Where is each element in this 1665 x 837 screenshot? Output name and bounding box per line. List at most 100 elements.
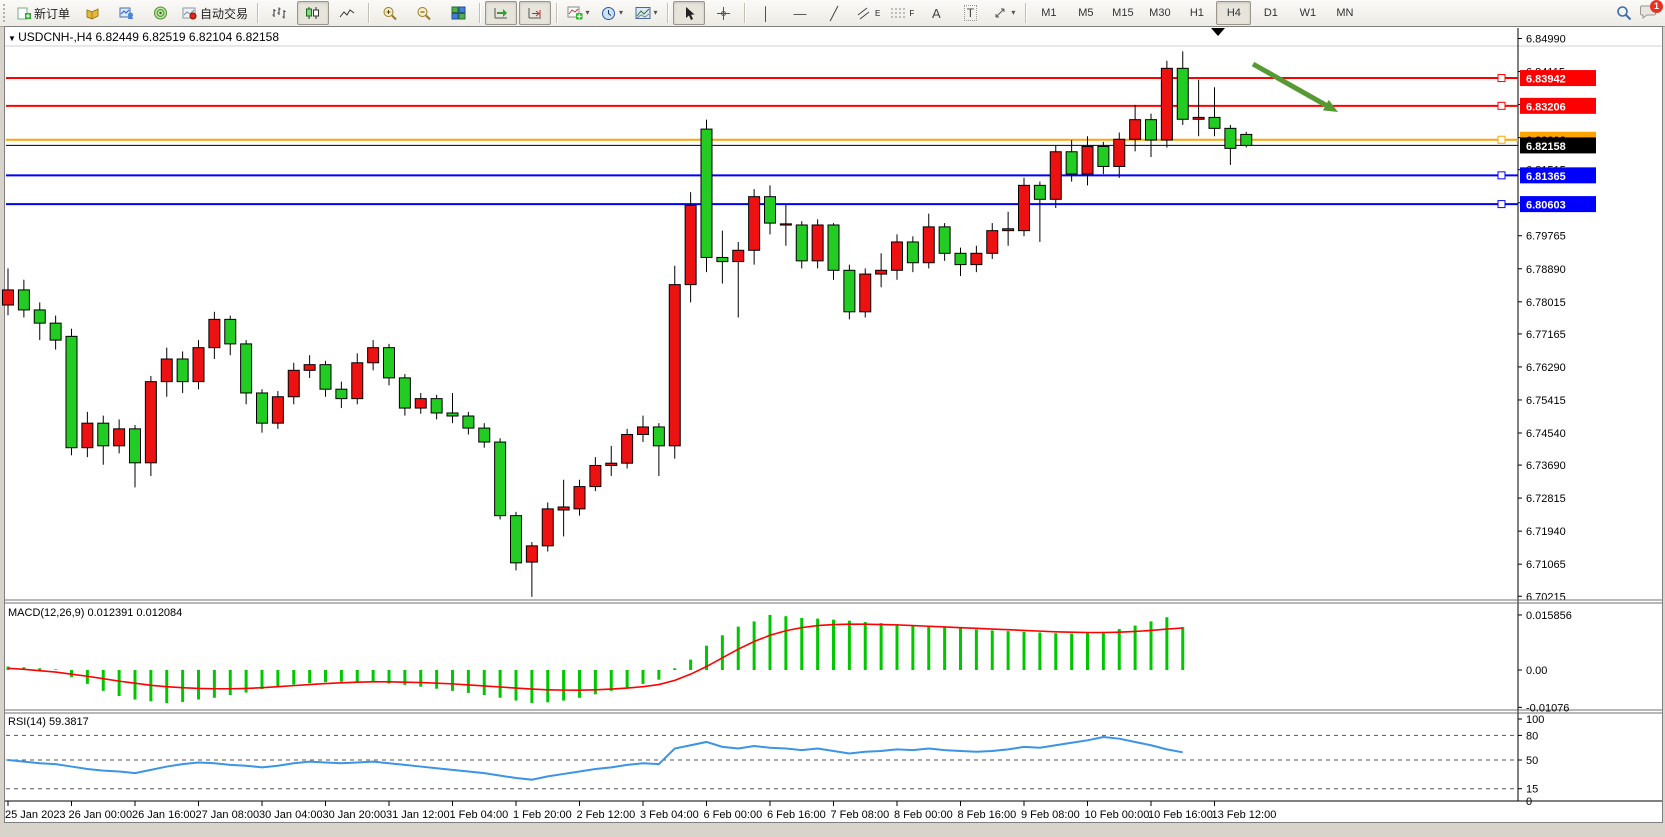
candle-body [113,428,126,447]
arrows-tool-icon [995,8,1005,18]
candle-body [843,269,856,313]
line-endpoint-handle[interactable] [1497,74,1506,83]
notification-badge: 1 [1650,0,1663,13]
bar-chart-button[interactable] [263,1,295,25]
line-endpoint-handle[interactable] [1497,135,1506,144]
text-tool-button[interactable]: A [920,1,952,25]
trend-arrow[interactable] [1251,61,1331,110]
timeframe-M30[interactable]: M30 [1149,7,1171,19]
chart-shift-icon [528,8,542,19]
line-chart-icon [339,9,355,18]
book-icon [86,8,99,20]
time-axis-label: 26 Jan 16:00 [132,809,196,821]
candle-body [1049,151,1062,200]
candle-body [779,223,792,226]
time-axis-label: 10 Feb 16:00 [1148,809,1213,821]
price-axis-label: 6.73690 [1526,460,1566,472]
tile-windows-button[interactable] [442,1,474,25]
symbol-dropdown-icon: ▼ [8,34,18,43]
auto-scroll-button[interactable] [485,1,518,25]
chart-title: ▼ USDCNH-,H4 6.82449 6.82519 6.82104 6.8… [8,30,279,44]
candle-body [795,224,808,262]
candle-body [462,415,475,429]
market-watch-button[interactable] [110,1,142,25]
chart-window-frame [4,26,1663,823]
price-axis-label: 6.76290 [1526,362,1566,374]
tile-windows-icon [451,6,466,20]
timeframe-H1[interactable]: H1 [1189,7,1204,19]
trendline-icon: ╱ [830,5,838,21]
equidistant-channel-button[interactable]: E [852,1,884,25]
timeframe-M15[interactable]: M15 [1112,7,1134,19]
time-axis-label: 2 Feb 12:00 [577,809,636,821]
timeframe-group: M1 M5 M15 M30 H1 H4 D1 W1 MN [1030,1,1363,25]
candle-body [1224,127,1237,149]
down-triangle-marker[interactable] [1211,28,1225,36]
text-tool-icon: A [932,5,941,21]
trendline-button[interactable]: ╱ [818,1,850,25]
candle-body [287,369,300,398]
timeframe-H4[interactable]: H4 [1216,1,1252,25]
candle-body [970,252,983,266]
dropdown-caret-icon: ▾ [585,8,590,17]
line-endpoint-handle[interactable] [1497,101,1506,110]
candle-body [224,318,237,345]
new-order-button[interactable]: 新订单 [13,1,74,25]
candle-body [414,398,427,409]
fibonacci-button[interactable]: F [886,1,918,25]
candle-body [430,398,443,414]
time-axis-label: 1 Feb 20:00 [513,809,572,821]
arrows-tool-button[interactable]: ▾ [988,1,1020,25]
candle-body [525,545,538,563]
candle-body [319,364,332,390]
crosshair-button[interactable] [707,1,739,25]
add-indicator-button[interactable]: ▾ [562,1,594,25]
text-label-button[interactable]: T [954,1,986,25]
toolbar-separator [479,3,481,23]
line-endpoint-handle[interactable] [1497,200,1506,209]
crosshair-icon [716,6,730,20]
periods-button[interactable]: ▾ [596,1,628,25]
zoom-out-button[interactable] [408,1,440,25]
chart-canvas[interactable]: 6.849906.841156.832406.823656.815156.806… [0,26,1665,837]
timeframe-M1[interactable]: M1 [1041,7,1057,19]
timeframe-W1[interactable]: W1 [1299,7,1317,19]
horizontal-line-button[interactable]: — [784,1,816,25]
time-axis-label: 10 Feb 00:00 [1085,809,1150,821]
price-badge-label: 6.83942 [1526,74,1566,86]
zoom-out-icon [417,6,431,20]
price-badge [1520,97,1596,114]
price-badge-label: 6.80603 [1526,200,1566,212]
time-axis-label: 6 Feb 16:00 [767,809,826,821]
cursor-button[interactable] [673,1,706,25]
signals-button[interactable] [144,1,176,25]
candle-body [859,273,872,313]
candle-body [192,347,205,383]
price-badge [1520,70,1596,87]
time-axis-label: 13 Feb 12:00 [1212,809,1277,821]
price-axis-label: 6.84990 [1526,34,1566,46]
vertical-line-button[interactable]: │ [750,1,782,25]
candlestick-chart-button[interactable] [297,1,330,25]
zoom-in-button[interactable] [374,1,406,25]
dropdown-caret-icon: ▾ [619,8,624,17]
chart-shift-button[interactable] [519,1,552,25]
candle-body [446,412,459,417]
timeframe-D1[interactable]: D1 [1263,7,1278,19]
templates-button[interactable]: ▾ [630,1,662,25]
search-icon[interactable] [1616,5,1632,21]
market-depth-button[interactable] [76,1,108,25]
toolbar-separator [368,3,370,23]
time-axis-label: 1 Feb 04:00 [450,809,509,821]
timeframe-M5[interactable]: M5 [1078,7,1094,19]
line-chart-button[interactable] [331,1,363,25]
price-badge [1520,196,1596,213]
timeframe-MN[interactable]: MN [1336,7,1354,19]
candle-body [383,347,395,379]
chart-person-icon [119,7,133,19]
toolbar-separator [667,3,669,23]
candle-body [510,515,522,564]
notifications-button[interactable]: 1 [1640,0,1663,22]
line-endpoint-handle[interactable] [1497,171,1506,180]
auto-trading-button[interactable]: 自动交易 [178,1,252,25]
